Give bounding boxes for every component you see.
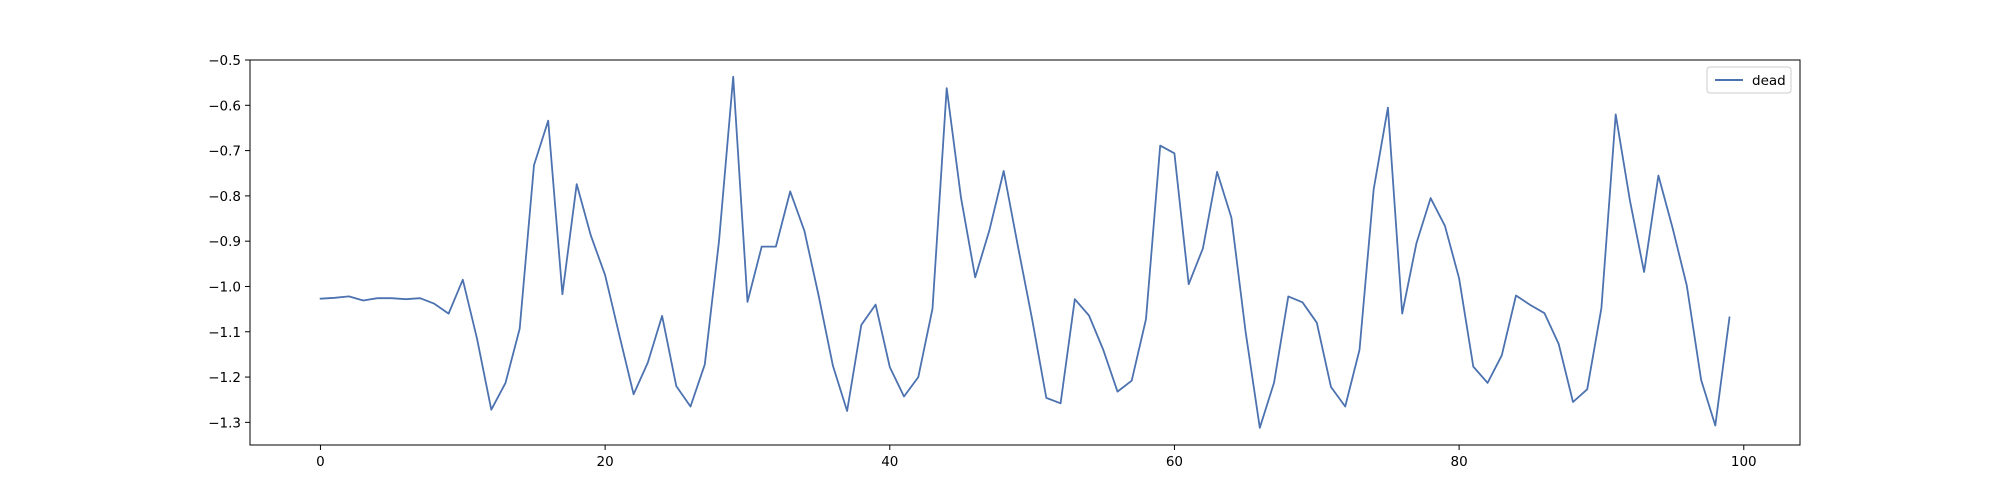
x-tick-label: 40: [881, 454, 898, 470]
y-tick-label: −1.2: [208, 370, 241, 386]
y-tick-label: −0.5: [208, 53, 241, 69]
y-tick-label: −0.8: [208, 189, 241, 205]
y-tick-label: −1.3: [208, 415, 241, 431]
series-layer: [319, 75, 1731, 429]
y-tick-label: −0.7: [208, 144, 241, 160]
series-line-dead: [319, 75, 1731, 429]
y-tick-label: −1.1: [208, 325, 241, 341]
x-tick-label: 0: [316, 454, 325, 470]
legend-box: [1706, 66, 1792, 94]
legend: dead: [1706, 66, 1792, 94]
x-tick-label: 20: [597, 454, 614, 470]
axes-frame: [249, 59, 1801, 446]
y-axis: −1.3 −1.2 −1.1 −1.0 −0.9 −0.8 −0.7 −0.6 −0.5: [208, 53, 250, 431]
x-tick-label: 80: [1451, 454, 1468, 470]
y-tick-label: −0.9: [208, 234, 241, 250]
y-tick-label: −0.6: [208, 98, 241, 114]
plot-area: 0 20 40 60 80 100 −1.3 −1.2 −1.1 −1.0 −0.9 −0.8 −0.…: [208, 53, 1801, 470]
x-tick-label: 100: [1731, 454, 1757, 470]
legend-label-dead: dead: [1752, 73, 1786, 89]
x-axis: 0 20 40 60 80 100: [316, 445, 1757, 470]
y-tick-label: −1.0: [208, 279, 241, 295]
x-tick-label: 60: [1166, 454, 1183, 470]
